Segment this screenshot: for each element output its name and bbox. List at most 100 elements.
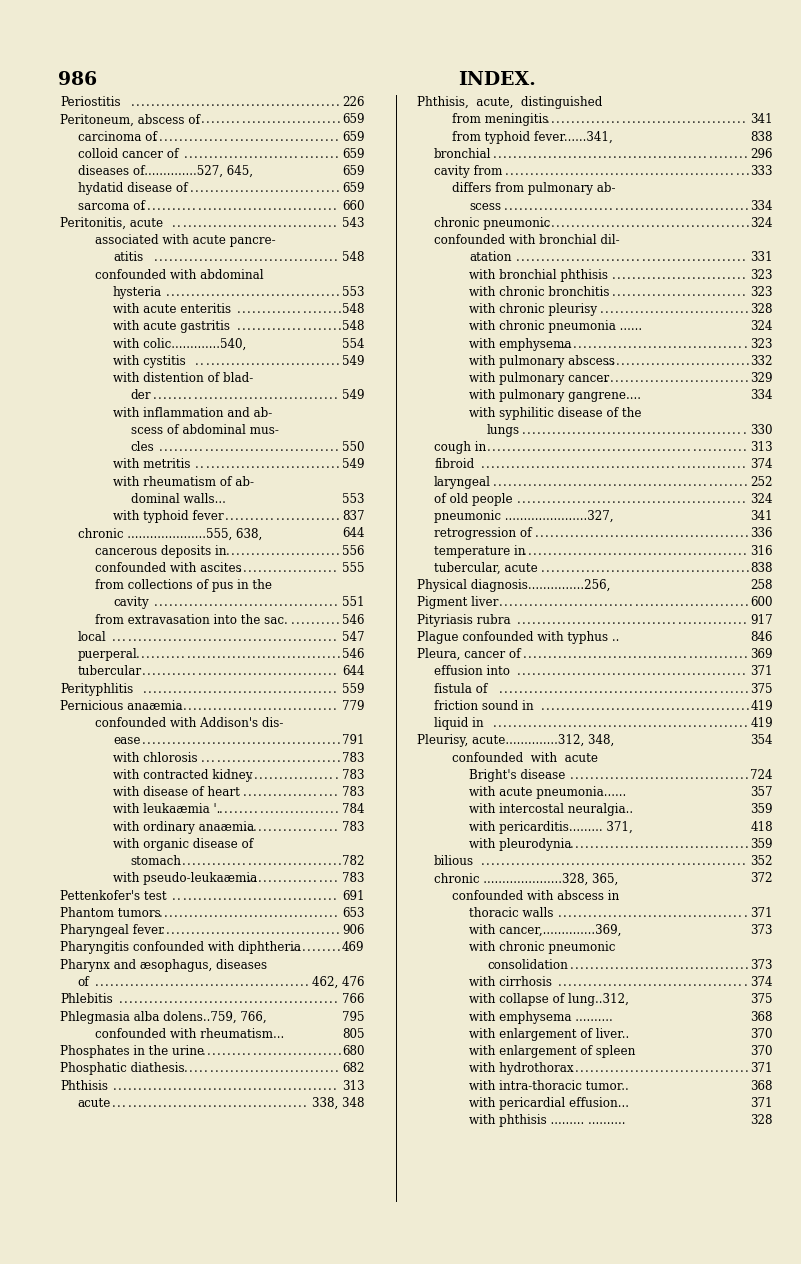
Text: .: . — [284, 820, 287, 834]
Text: .: . — [677, 114, 680, 126]
Text: .: . — [315, 148, 318, 161]
Text: .: . — [705, 597, 708, 609]
Text: .: . — [677, 269, 681, 282]
Text: .: . — [183, 631, 187, 643]
Text: .: . — [591, 114, 595, 126]
Text: .: . — [195, 924, 199, 937]
Text: .: . — [634, 597, 638, 609]
Text: .: . — [642, 459, 645, 471]
Text: .: . — [205, 182, 209, 196]
Text: .: . — [308, 890, 312, 902]
Text: .: . — [519, 597, 523, 609]
Text: .: . — [312, 562, 316, 575]
Text: .: . — [632, 441, 636, 454]
Text: .: . — [663, 337, 667, 350]
Text: .: . — [706, 355, 710, 368]
Text: .: . — [289, 597, 292, 609]
Text: .: . — [725, 200, 728, 212]
Text: .: . — [234, 994, 238, 1006]
Text: .: . — [234, 148, 238, 161]
Text: .: . — [251, 459, 254, 471]
Text: .: . — [207, 631, 211, 643]
Text: .: . — [651, 252, 655, 264]
Text: .: . — [289, 252, 292, 264]
Text: .: . — [293, 1079, 297, 1092]
Text: .: . — [298, 1097, 302, 1110]
Text: .: . — [180, 286, 184, 298]
Text: .: . — [705, 303, 709, 316]
Text: .: . — [159, 252, 163, 264]
Text: .: . — [682, 286, 686, 298]
Text: .: . — [625, 959, 628, 972]
Text: .: . — [566, 252, 570, 264]
Text: .: . — [298, 890, 301, 902]
Text: with chronic pleurisy: with chronic pleurisy — [469, 303, 598, 316]
Text: .: . — [693, 545, 697, 557]
Text: .: . — [326, 545, 329, 557]
Text: .: . — [245, 182, 249, 196]
Text: .: . — [318, 820, 322, 834]
Text: .: . — [577, 614, 581, 627]
Text: .: . — [725, 372, 729, 386]
Text: .: . — [577, 665, 581, 679]
Text: .: . — [685, 769, 689, 782]
Text: .: . — [743, 717, 747, 731]
Text: .: . — [123, 1097, 126, 1110]
Text: .: . — [593, 148, 597, 161]
Text: .: . — [674, 303, 678, 316]
Text: 419: 419 — [751, 717, 773, 731]
Text: .: . — [529, 200, 533, 212]
Text: with pericardial effusion...: with pericardial effusion... — [469, 1097, 630, 1110]
Text: .: . — [700, 166, 704, 178]
Text: .: . — [131, 96, 135, 109]
Text: .: . — [324, 804, 328, 817]
Text: .: . — [614, 959, 618, 972]
Text: .: . — [658, 717, 662, 731]
Text: .: . — [318, 665, 321, 679]
Text: .: . — [665, 769, 669, 782]
Text: .: . — [718, 337, 722, 350]
Text: .: . — [296, 114, 300, 126]
Text: .: . — [605, 527, 609, 541]
Text: .: . — [244, 389, 248, 402]
Text: .: . — [660, 372, 663, 386]
Text: .: . — [252, 200, 256, 212]
Text: .: . — [592, 614, 596, 627]
Text: .: . — [577, 493, 581, 506]
Text: .: . — [740, 1062, 744, 1076]
Text: .: . — [630, 200, 634, 212]
Text: 549: 549 — [342, 389, 364, 402]
Text: .: . — [304, 820, 307, 834]
Text: .: . — [335, 130, 339, 144]
Text: .: . — [294, 597, 298, 609]
Text: .: . — [682, 269, 686, 282]
Text: .: . — [643, 475, 647, 489]
Text: .: . — [233, 1079, 237, 1092]
Text: .: . — [570, 217, 574, 230]
Text: .: . — [524, 200, 528, 212]
Text: .: . — [706, 700, 710, 713]
Text: .: . — [740, 303, 744, 316]
Text: .: . — [249, 994, 253, 1006]
Text: .: . — [241, 752, 245, 765]
Text: .: . — [613, 545, 617, 557]
Text: 644: 644 — [342, 665, 364, 679]
Text: atation: atation — [469, 252, 512, 264]
Text: .: . — [691, 114, 695, 126]
Text: .: . — [154, 597, 157, 609]
Text: .: . — [238, 1079, 242, 1092]
Text: .: . — [725, 959, 729, 972]
Text: .: . — [118, 1079, 122, 1092]
Text: 371: 371 — [751, 908, 773, 920]
Text: .: . — [181, 96, 184, 109]
Text: .: . — [630, 303, 634, 316]
Text: .: . — [503, 717, 506, 731]
Text: .: . — [719, 597, 723, 609]
Text: .: . — [491, 459, 494, 471]
Text: .: . — [266, 459, 269, 471]
Text: .: . — [648, 545, 652, 557]
Text: .: . — [680, 166, 684, 178]
Text: .: . — [256, 286, 260, 298]
Text: .: . — [329, 908, 332, 920]
Text: .: . — [542, 545, 546, 557]
